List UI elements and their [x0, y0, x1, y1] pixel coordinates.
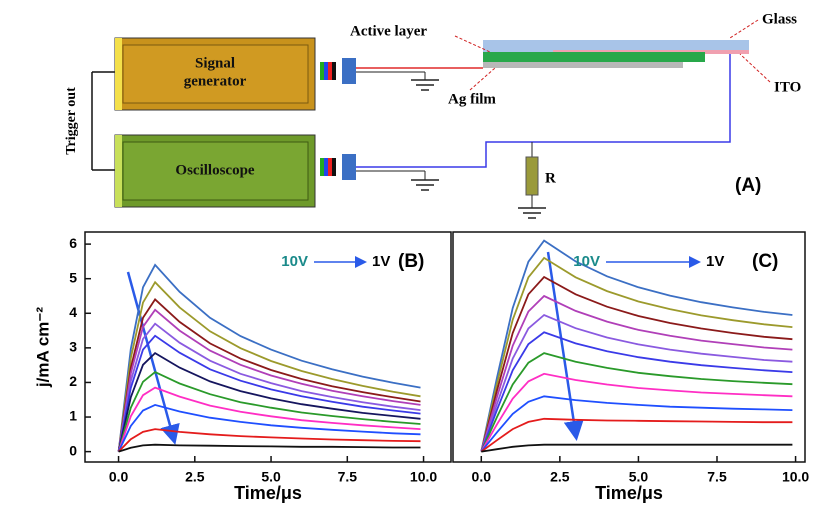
data-line [118, 443, 421, 453]
x-tick-label: 5.0 [629, 469, 649, 485]
annotation: 10V [281, 253, 308, 270]
signal-generator-label: generator [184, 73, 247, 89]
resistor-label: R [545, 170, 556, 186]
oscilloscope-label: Oscilloscope [175, 162, 255, 178]
data-line [117, 322, 421, 452]
glass-label: Glass [762, 11, 797, 27]
data-line [117, 403, 421, 452]
data-line [117, 371, 421, 452]
x-tick-label: 2.5 [185, 469, 205, 485]
data-line [480, 275, 793, 452]
x-axis-label: Time/μs [234, 483, 302, 503]
data-line [480, 313, 793, 452]
data-line [480, 294, 793, 452]
box-face [122, 141, 309, 201]
data-line [480, 417, 793, 453]
x-tick-label: 2.5 [550, 469, 570, 485]
resistor [525, 156, 539, 196]
y-tick-label: 3 [69, 339, 77, 355]
x-tick-label: 0.0 [109, 469, 129, 485]
x-axis-label: Time/μs [595, 483, 663, 503]
data-line [480, 372, 793, 453]
x-tick-label: 5.0 [261, 469, 281, 485]
box-edge [115, 135, 122, 207]
y-tick-label: 6 [69, 235, 77, 251]
data-line [480, 331, 793, 452]
x-tick-label: 7.5 [707, 469, 727, 485]
panel-label: (C) [752, 251, 778, 272]
y-tick-label: 5 [69, 269, 77, 285]
y-tick-label: 0 [69, 442, 77, 458]
data-line [117, 263, 421, 452]
y-tick-label: 4 [69, 304, 77, 320]
annotation: 10V [573, 253, 600, 270]
data-line [117, 308, 421, 452]
ag-film-label: Ag film [448, 91, 496, 107]
plot-frame [452, 231, 806, 463]
data-line [480, 256, 793, 452]
wire [356, 54, 731, 168]
data-line [481, 443, 793, 453]
data-line [117, 386, 421, 452]
pointer [454, 35, 491, 53]
active-layer-label: Active layer [350, 23, 427, 39]
y-tick-label: 1 [69, 408, 77, 424]
box-edge [115, 38, 122, 110]
y-tick-label: 2 [69, 373, 77, 389]
glass [483, 40, 749, 52]
data-line [117, 351, 421, 452]
data-line [117, 280, 421, 452]
panel-label: (B) [398, 251, 424, 272]
data-line [480, 395, 793, 453]
data-line [117, 334, 421, 452]
data-line [480, 239, 793, 452]
ag-film [483, 62, 683, 68]
x-tick-label: 10.0 [410, 469, 437, 485]
x-tick-label: 10.0 [782, 469, 809, 485]
x-tick-label: 0.0 [472, 469, 492, 485]
data-line [117, 428, 421, 453]
trend-arrow [546, 251, 584, 441]
annotation: 1V [372, 253, 390, 270]
data-line [117, 298, 421, 452]
pointer [469, 67, 496, 91]
trigger-label: Trigger out [64, 87, 79, 155]
signal-generator-label: Signal [195, 55, 235, 71]
box-face [122, 44, 309, 104]
connector [320, 58, 356, 180]
schematic: Trigger out Signal generator Oscilloscop… [64, 11, 801, 219]
annotation: 1V [706, 253, 724, 270]
ito-label: ITO [774, 79, 801, 95]
plot-frame [84, 231, 452, 463]
data-line [480, 352, 793, 452]
active-layer [483, 52, 705, 62]
x-tick-label: 7.5 [338, 469, 358, 485]
panel-label: (A) [735, 175, 761, 196]
y-axis-label: j/mA cm⁻² [33, 307, 52, 388]
pointer [739, 53, 771, 83]
pointer [729, 19, 759, 39]
